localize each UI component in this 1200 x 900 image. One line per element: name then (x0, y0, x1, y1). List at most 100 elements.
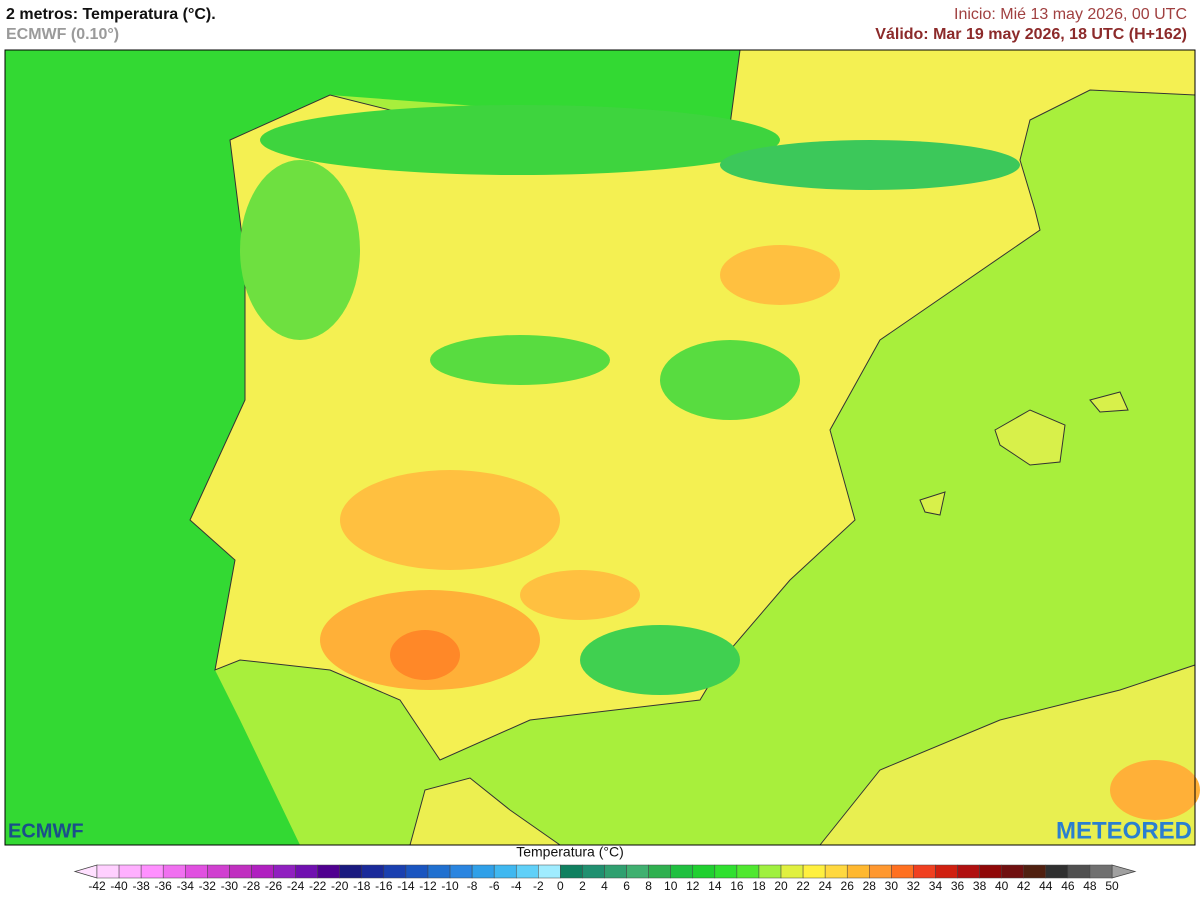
legend-swatch (626, 864, 649, 879)
legend-tick-label: -10 (441, 879, 459, 893)
legend-swatch (295, 864, 318, 879)
map-title: 2 metros: Temperatura (°C). (6, 6, 216, 23)
legend-swatch (207, 864, 230, 879)
legend-swatch (891, 864, 914, 879)
legend-tick-label: 6 (623, 879, 630, 893)
ecmwf-logo: ECMWF (8, 820, 84, 842)
legend-tick-label: -20 (331, 879, 349, 893)
legend-swatch (604, 864, 627, 879)
legend-tick-label: -26 (265, 879, 283, 893)
legend-swatch (846, 864, 870, 879)
legend-swatch (913, 864, 936, 879)
legend-tick-label: -22 (309, 879, 327, 893)
legend-swatch (273, 864, 296, 879)
sierra-nevada (580, 625, 740, 695)
legend-tick-label: -34 (177, 879, 195, 893)
legend-tick-label: -42 (88, 879, 106, 893)
legend-tick-label: -2 (533, 879, 544, 893)
legend-swatch (692, 864, 716, 879)
legend-swatch (714, 864, 738, 879)
legend-swatch (1023, 864, 1047, 879)
legend-swatch (560, 864, 583, 879)
legend-title: Temperatura (°C) (516, 844, 624, 860)
legend-tick-label: -8 (467, 879, 478, 893)
valid-time: Válido: Mar 19 may 2026, 18 UTC (H+162) (875, 26, 1187, 43)
central-system (430, 335, 610, 385)
legend-swatch (339, 864, 363, 879)
legend-over (1111, 864, 1137, 879)
legend-tick-label: -6 (489, 879, 500, 893)
legend-tick-label: -12 (419, 879, 437, 893)
warm-area (720, 245, 840, 305)
legend-swatch (427, 864, 451, 879)
meteored-logo: METEORED (1056, 817, 1192, 844)
legend-swatch (383, 864, 407, 879)
legend-tick-label: 4 (601, 879, 608, 893)
legend-swatch (1045, 864, 1069, 879)
legend-tick-label: 20 (774, 879, 788, 893)
ibiza (919, 491, 946, 516)
mallorca (994, 409, 1066, 466)
legend-tick-label: 2 (579, 879, 586, 893)
legend-tick-label: -36 (155, 879, 173, 893)
legend-tick-label: 18 (752, 879, 766, 893)
legend-swatch (96, 864, 120, 879)
legend-swatch (979, 864, 1002, 879)
legend-tick-label: 32 (907, 879, 921, 893)
map-frame (4, 49, 1196, 846)
legend-swatch (758, 864, 782, 879)
legend-tick-label: -18 (353, 879, 371, 893)
legend-tick-label: -32 (199, 879, 217, 893)
hot-area (390, 630, 460, 680)
legend-tick-label: 38 (973, 879, 987, 893)
pyrenees (720, 140, 1020, 190)
legend-tick-label: 50 (1105, 879, 1119, 893)
legend-swatch (780, 864, 804, 879)
legend-tick-label: -30 (221, 879, 239, 893)
legend: Temperatura (°C) -42 -40 -38 -36 -34 -32 -30 -2… (73, 844, 1137, 893)
legend-tick-label: 22 (796, 879, 810, 893)
legend-swatch (251, 864, 274, 879)
legend-swatch (582, 864, 605, 879)
legend-swatch (140, 864, 164, 879)
legend-swatch (515, 864, 539, 879)
galicia-green (240, 160, 360, 340)
legend-tick-label: 26 (841, 879, 855, 893)
legend-tick-label: -40 (110, 879, 128, 893)
legend-swatch (869, 864, 892, 879)
warm-area (1110, 760, 1200, 820)
legend-tick-label: 24 (818, 879, 832, 893)
warm-area (520, 570, 640, 620)
legend-swatch (1089, 864, 1113, 879)
legend-tick-label: 10 (664, 879, 678, 893)
cantabrian-range (260, 105, 780, 175)
legend-tick-label: 40 (995, 879, 1009, 893)
menorca (1089, 391, 1129, 413)
legend-tick-label: -16 (375, 879, 393, 893)
legend-swatch (405, 864, 429, 879)
legend-swatch (957, 864, 980, 879)
legend-swatch (361, 864, 385, 879)
legend-tick-label: 28 (863, 879, 877, 893)
legend-swatch (824, 864, 848, 879)
legend-tick-label: 12 (686, 879, 700, 893)
legend-under (73, 864, 98, 879)
legend-swatch (935, 864, 958, 879)
legend-swatch (317, 864, 340, 879)
legend-swatch (185, 864, 208, 879)
legend-tick-label: 14 (708, 879, 722, 893)
legend-tick-label: 44 (1039, 879, 1053, 893)
legend-tick-label: -28 (243, 879, 261, 893)
legend-swatch (471, 864, 495, 879)
map: ECMWF METEORED (4, 49, 1200, 846)
legend-swatch (449, 864, 473, 879)
warm-area (340, 470, 560, 570)
legend-tick-label: -38 (132, 879, 150, 893)
legend-swatch (1001, 864, 1024, 879)
atlantic (5, 50, 740, 845)
legend-tick-label: -14 (397, 879, 415, 893)
legend-tick-label: 0 (557, 879, 564, 893)
legend-swatch (802, 864, 826, 879)
